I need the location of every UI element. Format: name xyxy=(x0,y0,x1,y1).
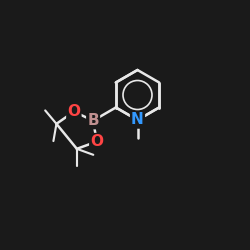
Text: B: B xyxy=(87,113,99,128)
Text: N: N xyxy=(131,112,144,128)
Text: O: O xyxy=(90,134,103,149)
Text: O: O xyxy=(67,104,80,119)
